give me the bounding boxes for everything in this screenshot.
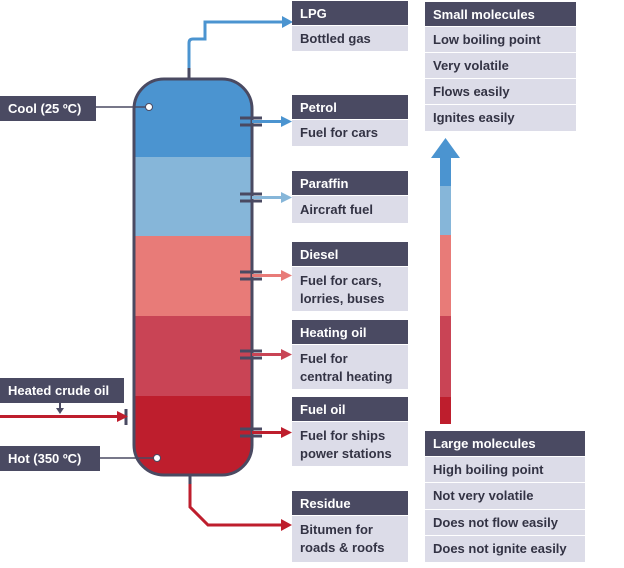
residue-label: Residue bbox=[292, 491, 408, 515]
large-molecules-item: Does not ignite easily bbox=[425, 536, 585, 562]
lpg-label: LPG bbox=[292, 1, 408, 25]
heating-oil-outlet bbox=[240, 349, 292, 360]
lpg-arrow-head bbox=[282, 16, 293, 28]
column-band-fuel-oil bbox=[134, 396, 252, 475]
residue-arrow-head bbox=[281, 519, 292, 531]
column-band-diesel bbox=[134, 236, 252, 316]
fractionating-column bbox=[134, 79, 252, 475]
large-molecules-item: Does not flow easily bbox=[425, 510, 585, 535]
diesel-use: Fuel for cars, lorries, buses bbox=[292, 267, 408, 311]
heating-oil-label: Heating oil bbox=[292, 320, 408, 344]
fuel-oil-outlet bbox=[240, 427, 292, 438]
heating-oil-use: Fuel for central heating bbox=[292, 345, 408, 389]
column-band-heating-oil bbox=[134, 316, 252, 396]
paraffin-use: Aircraft fuel bbox=[292, 196, 408, 223]
fuel-oil-use: Fuel for ships power stations bbox=[292, 422, 408, 466]
hot-temperature-label: Hot (350 ºC) bbox=[0, 446, 100, 471]
residue-pipe bbox=[188, 484, 282, 527]
crude-oil-pointer-head bbox=[56, 408, 64, 414]
crude-oil-input-arrow-head bbox=[117, 411, 128, 422]
diesel-outlet bbox=[240, 270, 292, 281]
small-molecules-item: Ignites easily bbox=[425, 105, 576, 131]
fuel-oil-label: Fuel oil bbox=[292, 397, 408, 421]
small-molecules-title: Small molecules bbox=[425, 2, 576, 26]
cool-point-marker bbox=[145, 103, 153, 111]
molecule-size-arrow bbox=[431, 138, 460, 424]
petrol-label: Petrol bbox=[292, 95, 408, 119]
petrol-use: Fuel for cars bbox=[292, 120, 408, 146]
petrol-outlet bbox=[240, 116, 292, 127]
cool-temperature-label: Cool (25 ºC) bbox=[0, 96, 96, 121]
column-band-paraffin bbox=[134, 157, 252, 236]
small-molecules-item: Very volatile bbox=[425, 53, 576, 78]
paraffin-outlet bbox=[240, 192, 292, 203]
paraffin-label: Paraffin bbox=[292, 171, 408, 195]
large-molecules-item: High boiling point bbox=[425, 457, 585, 482]
large-molecules-title: Large molecules bbox=[425, 431, 585, 456]
heated-crude-oil-label: Heated crude oil bbox=[0, 378, 124, 403]
small-molecules-item: Low boiling point bbox=[425, 27, 576, 52]
lpg-pipe bbox=[187, 20, 282, 68]
diesel-label: Diesel bbox=[292, 242, 408, 266]
residue-use: Bitumen for roads & roofs bbox=[292, 516, 408, 562]
hot-point-marker bbox=[153, 454, 161, 462]
large-molecules-item: Not very volatile bbox=[425, 483, 585, 509]
column-band-lpg-petrol bbox=[134, 79, 252, 157]
small-molecules-item: Flows easily bbox=[425, 79, 576, 104]
lpg-use: Bottled gas bbox=[292, 26, 408, 51]
